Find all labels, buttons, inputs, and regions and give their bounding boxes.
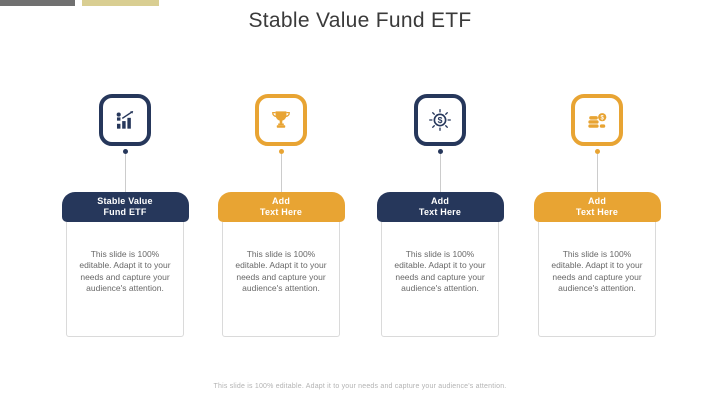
column-header[interactable]: Add Text Here <box>217 192 345 222</box>
header-line2: Text Here <box>418 207 462 217</box>
column-add-text-3: $ Add Text Here This slide is 100% edit <box>376 94 504 337</box>
column-add-text-2: Add Text Here This slide is 100% editabl… <box>217 94 345 337</box>
column-card[interactable]: This slide is 100% editable. Adapt it to… <box>66 222 184 337</box>
connector-dot <box>122 149 128 154</box>
card-body-text: This slide is 100% editable. Adapt it to… <box>394 249 486 294</box>
column-card[interactable]: This slide is 100% editable. Adapt it to… <box>381 222 499 337</box>
top-left-gray-bar <box>0 0 75 6</box>
slide-title: Stable Value Fund ETF <box>248 9 472 32</box>
header-line2: Text Here <box>259 207 303 217</box>
card-body-text: This slide is 100% editable. Adapt it to… <box>235 249 327 294</box>
svg-text:$: $ <box>601 115 605 121</box>
connector-line <box>280 154 282 192</box>
trophy-icon <box>272 111 290 128</box>
connector-line <box>596 154 598 192</box>
connector-line <box>124 154 126 192</box>
header-line1: Stable Value <box>97 195 153 206</box>
connector-line <box>439 154 441 192</box>
header-line2: Text Here <box>575 207 619 217</box>
column-card[interactable]: This slide is 100% editable. Adapt it to… <box>222 222 340 337</box>
column-card[interactable]: This slide is 100% editable. Adapt it to… <box>538 222 656 337</box>
icon-box: $ <box>571 94 623 146</box>
icon-box <box>255 94 307 146</box>
column-header[interactable]: Add Text Here <box>376 192 504 222</box>
svg-text:$: $ <box>438 115 443 125</box>
column-add-text-4: $ Add Text Here This slide is 100% edita… <box>533 94 661 337</box>
column-header[interactable]: Add Text Here <box>533 192 661 222</box>
growth-chart-presenter-icon <box>116 110 134 129</box>
icon-box <box>99 94 151 146</box>
connector-dot <box>594 149 600 154</box>
icon-box: $ <box>414 94 466 146</box>
dollar-coin-icon: $ <box>429 109 451 131</box>
header-line2: Fund ETF <box>103 207 147 217</box>
connector-dot <box>278 149 284 154</box>
coins-stack-icon: $ <box>588 113 607 128</box>
header-line1: Add <box>430 195 450 206</box>
top-left-khaki-bar <box>82 0 159 6</box>
card-body-text: This slide is 100% editable. Adapt it to… <box>79 249 171 294</box>
column-stable-value-fund-etf: Stable Value Fund ETF This slide is 100%… <box>61 94 189 337</box>
header-line1: Add <box>271 195 291 206</box>
footer-note: This slide is 100% editable. Adapt it to… <box>213 383 507 390</box>
column-header[interactable]: Stable Value Fund ETF <box>61 192 189 222</box>
card-body-text: This slide is 100% editable. Adapt it to… <box>551 249 643 294</box>
connector-dot <box>437 149 443 154</box>
header-line1: Add <box>587 195 607 206</box>
